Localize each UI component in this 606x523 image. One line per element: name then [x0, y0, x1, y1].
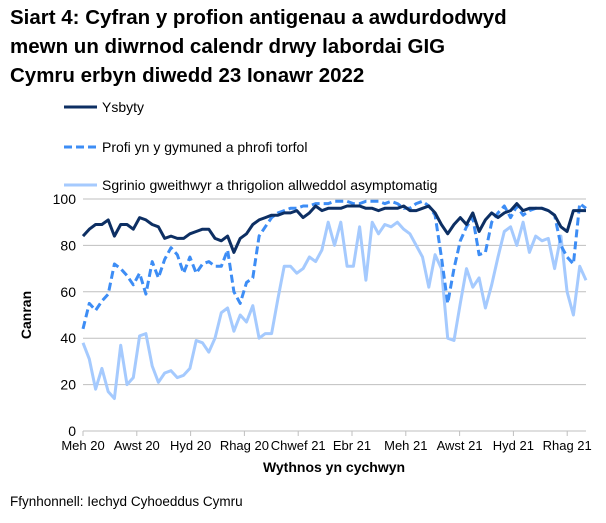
legend-label: Profi yn y gymuned a phrofi torfol	[102, 139, 307, 155]
x-tick-label: Rhag 20	[220, 438, 269, 453]
x-tick-label: Chwef 21	[271, 438, 326, 453]
title-line-2: mewn un diwrnod calendr drwy labordai GI…	[10, 35, 446, 58]
gridlines	[83, 198, 586, 432]
chart-title: Siart 4: Cyfran y profion antigenau a aw…	[10, 3, 606, 90]
legend: Ysbyty Profi yn y gymuned a phrofi torfol…	[64, 99, 437, 193]
source-note: Ffynhonnell: Iechyd Cyhoeddus Cymru	[10, 494, 243, 509]
x-tick-label: Hyd 20	[170, 438, 211, 453]
x-tick-label: Ebr 21	[333, 438, 371, 453]
series-line-1	[81, 199, 587, 330]
y-tick-label: 40	[60, 330, 76, 346]
y-axis-ticks: 0 20 40 60 80 100	[53, 191, 77, 439]
y-tick-label: 100	[53, 191, 77, 207]
x-tick-label: Rhag 21	[543, 438, 592, 453]
x-tick-label: Meh 21	[384, 438, 427, 453]
x-tick-label: Meh 20	[61, 438, 104, 453]
y-tick-label: 20	[60, 377, 76, 393]
legend-label: Ysbyty	[102, 99, 144, 115]
legend-label: Sgrinio gweithwyr a thrigolion allweddol…	[102, 177, 437, 193]
series-lines	[81, 199, 588, 400]
y-tick-label: 80	[60, 237, 76, 253]
x-tick-label: Hyd 21	[493, 438, 534, 453]
title-line-3: Cymru erbyn diwedd 23 Ionawr 2022	[10, 64, 365, 87]
y-axis-title: Canran	[18, 291, 34, 339]
series-line-2	[81, 220, 588, 400]
x-axis-title: Wythnos yn cychwyn	[263, 459, 405, 475]
y-tick-label: 60	[60, 284, 76, 300]
title-line-1: Siart 4: Cyfran y profion antigenau a aw…	[10, 6, 507, 29]
y-tick-label: 0	[68, 423, 76, 439]
series-line-0	[81, 202, 586, 254]
x-tick-label: Awst 21	[437, 438, 483, 453]
x-tick-label: Awst 20	[114, 438, 160, 453]
x-axis-ticks: Meh 20 Awst 20 Hyd 20 Rhag 20 Chwef 21 Ebr 21…	[61, 431, 592, 453]
